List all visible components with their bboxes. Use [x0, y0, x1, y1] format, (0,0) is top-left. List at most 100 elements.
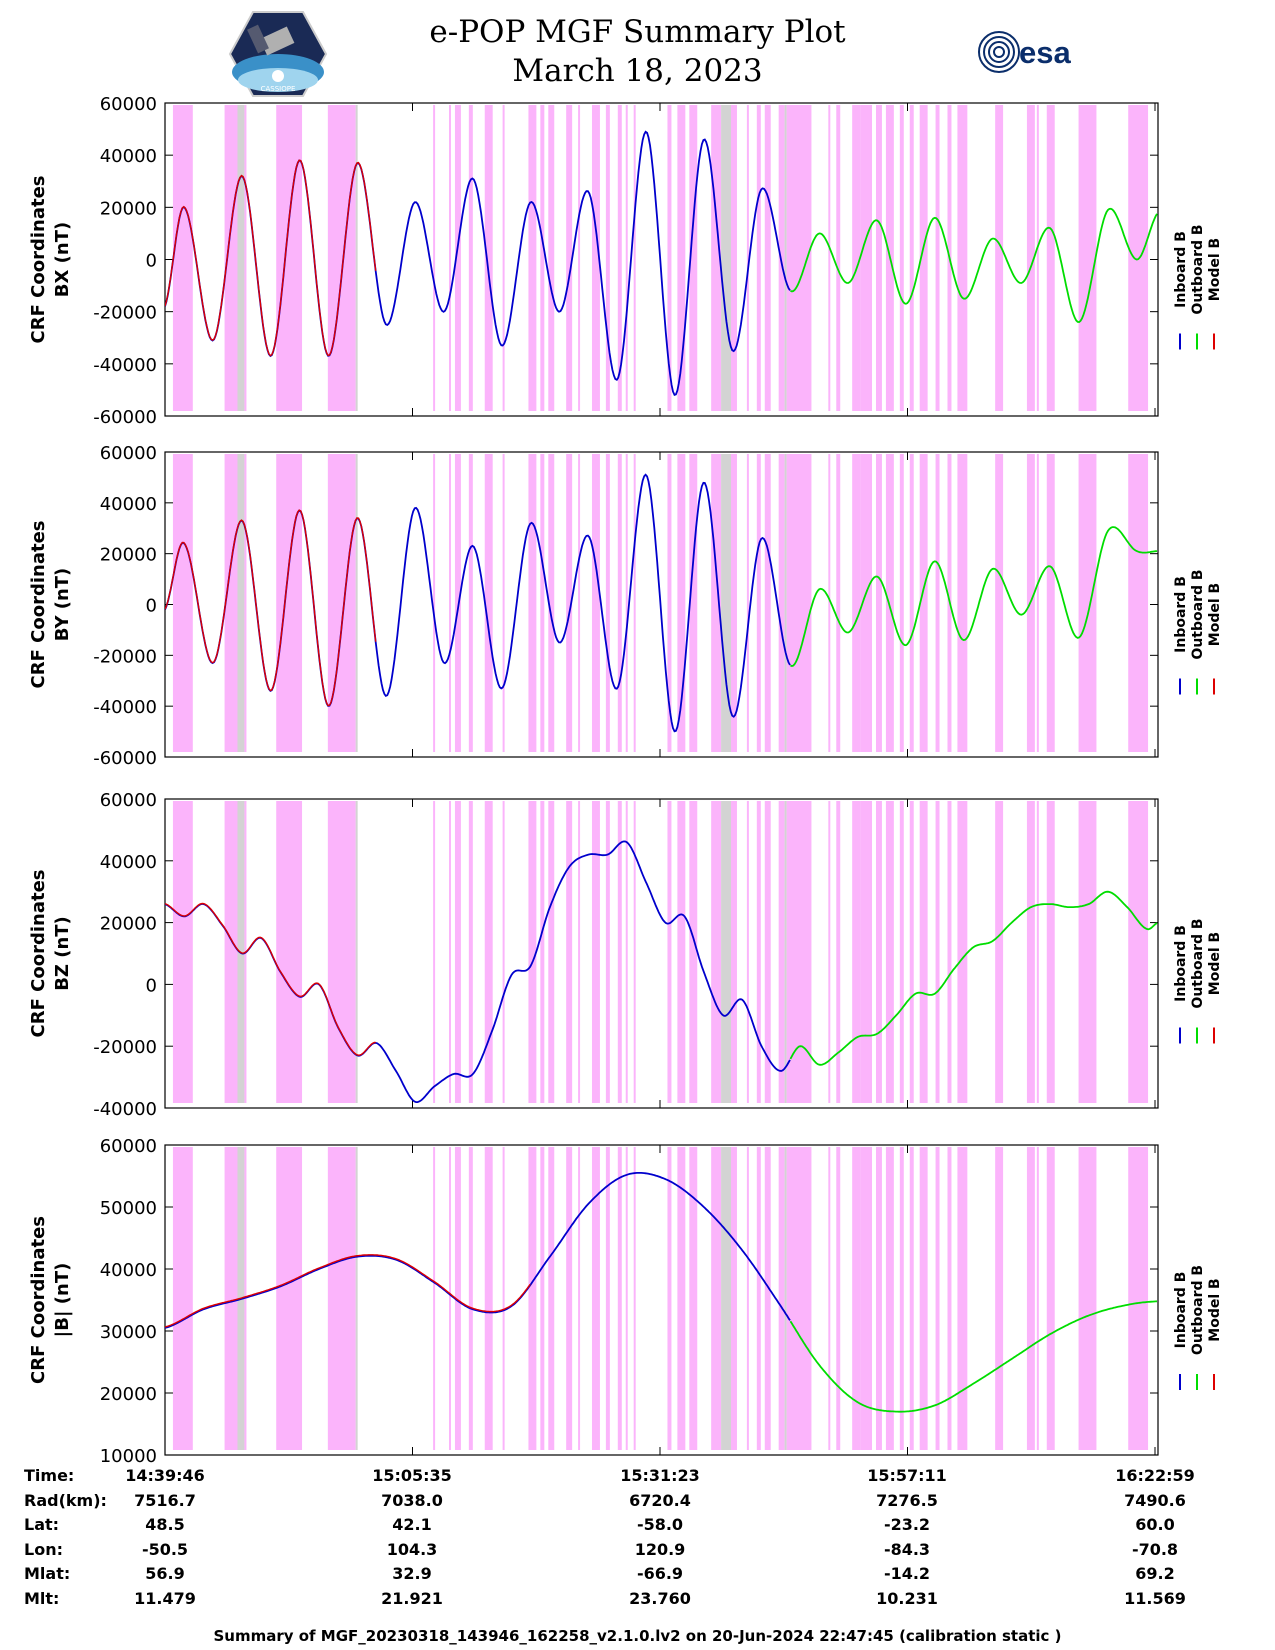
- shaded-band: [276, 454, 303, 752]
- model-b-line: [165, 509, 377, 707]
- shaded-band: [756, 1147, 761, 1450]
- legend-label: Model B: [1207, 238, 1223, 301]
- shaded-band: [828, 1147, 831, 1450]
- shaded-band: [548, 105, 555, 411]
- shaded-band: [502, 1147, 505, 1450]
- shaded-band: [1046, 801, 1055, 1103]
- shaded-band: [540, 454, 545, 752]
- shaded-band: [484, 801, 493, 1103]
- y-axis-label: CRF Coordinates BZ (nT): [28, 870, 73, 1038]
- shaded-band: [860, 801, 873, 1103]
- shaded-band: [355, 105, 358, 411]
- cassiope-logo-text: CASSIOPE: [261, 85, 296, 93]
- shaded-band: [617, 801, 622, 1103]
- shaded-band: [540, 105, 545, 411]
- shaded-band: [433, 1147, 436, 1450]
- footer-summary: Summary of MGF_20230318_143946_162258_v2…: [213, 1627, 1062, 1645]
- info-value: 6720.4: [629, 1490, 691, 1510]
- shaded-band: [327, 105, 356, 411]
- shaded-band: [899, 105, 904, 411]
- shaded-band: [935, 105, 940, 411]
- y-axis-label: CRF Coordinates BX (nT): [28, 176, 73, 344]
- info-row-label: Lon:: [24, 1539, 63, 1559]
- y-tick-label: 0: [146, 975, 157, 996]
- shaded-band: [1078, 801, 1097, 1103]
- panel-4: 10000 20000 30000 40000 50000 60000 CRF Coordi…: [28, 1136, 1223, 1466]
- y-tick-label: 20000: [100, 198, 157, 219]
- shaded-band: [746, 454, 749, 752]
- outboard-b-line: [789, 1300, 1158, 1413]
- shaded-band: [909, 454, 914, 752]
- y-tick-label: 40000: [100, 852, 157, 873]
- shaded-band: [711, 1147, 722, 1450]
- shaded-band: [1046, 105, 1055, 411]
- info-value: 120.9: [634, 1539, 686, 1559]
- shaded-band: [875, 105, 882, 411]
- shaded-band: [502, 801, 505, 1103]
- info-value: -50.5: [141, 1539, 189, 1559]
- y-tick-label: 20000: [100, 914, 157, 935]
- shaded-band: [468, 454, 473, 752]
- info-value: 60.0: [1135, 1515, 1175, 1534]
- shaded-band: [1128, 1147, 1149, 1450]
- shaded-band: [484, 105, 493, 411]
- shaded-band: [484, 1147, 493, 1450]
- info-value: 11.569: [1124, 1588, 1186, 1608]
- plot-frame: [164, 798, 1159, 1109]
- shaded-band: [591, 1147, 600, 1450]
- shaded-band: [731, 801, 737, 1103]
- y-tick-label: 40000: [100, 146, 157, 167]
- shaded-band: [947, 801, 952, 1103]
- shaded-band: [1026, 1147, 1035, 1450]
- shaded-band: [1026, 801, 1035, 1103]
- shaded-band: [605, 801, 610, 1103]
- shaded-band: [172, 1147, 193, 1450]
- inboard-b-line: [165, 1172, 791, 1329]
- shaded-band: [689, 454, 698, 752]
- shaded-band: [1046, 454, 1055, 752]
- shaded-band: [935, 1147, 940, 1450]
- legend-label: Model B: [1207, 583, 1223, 646]
- y-tick-label: 60000: [100, 94, 157, 115]
- shaded-band: [935, 801, 940, 1103]
- shaded-band: [548, 454, 555, 752]
- shaded-band: [721, 801, 732, 1103]
- legend-label: Inboard B: [1173, 1272, 1189, 1349]
- info-value: 42.1: [392, 1515, 432, 1534]
- shaded-band: [528, 1147, 537, 1450]
- shaded-band: [566, 105, 573, 411]
- shaded-band: [172, 105, 193, 411]
- shaded-band: [528, 801, 537, 1103]
- panel-1: -60000 -40000 -20000 0 20000 40000 60000 CRF Co…: [28, 94, 1223, 428]
- model-b-line: [165, 1254, 531, 1328]
- shaded-band: [1036, 454, 1039, 752]
- shaded-band: [633, 1147, 636, 1450]
- plot-frame: [164, 1144, 1159, 1456]
- shaded-band: [224, 801, 238, 1103]
- chart-area: -60000 -40000 -20000 0 20000 40000 60000 CRF Co…: [28, 94, 1223, 1466]
- outboard-b-line: [790, 207, 1158, 324]
- shaded-band: [433, 454, 436, 752]
- plot-title: e-POP MGF Summary Plot: [429, 14, 846, 50]
- shaded-band: [617, 454, 622, 752]
- shaded-band: [935, 454, 940, 752]
- shaded-band: [764, 105, 771, 411]
- shaded-band: [899, 801, 904, 1103]
- shaded-band: [756, 801, 761, 1103]
- info-row-label: Time:: [24, 1466, 75, 1485]
- y-tick-label: -20000: [93, 303, 157, 324]
- shaded-band: [625, 1147, 628, 1450]
- shaded-band: [237, 105, 245, 411]
- info-row-label: Mlat:: [24, 1564, 71, 1583]
- esa-logo-text: esa: [1019, 35, 1071, 70]
- shaded-band: [1078, 454, 1097, 752]
- info-value: -58.0: [636, 1515, 684, 1534]
- shaded-band: [778, 801, 785, 1103]
- shaded-band: [899, 454, 904, 752]
- shaded-band: [875, 454, 882, 752]
- shaded-band: [828, 454, 831, 752]
- shaded-band: [237, 454, 245, 752]
- y-tick-label: 40000: [100, 1260, 157, 1281]
- shaded-band: [875, 1147, 882, 1450]
- shaded-band: [711, 454, 722, 752]
